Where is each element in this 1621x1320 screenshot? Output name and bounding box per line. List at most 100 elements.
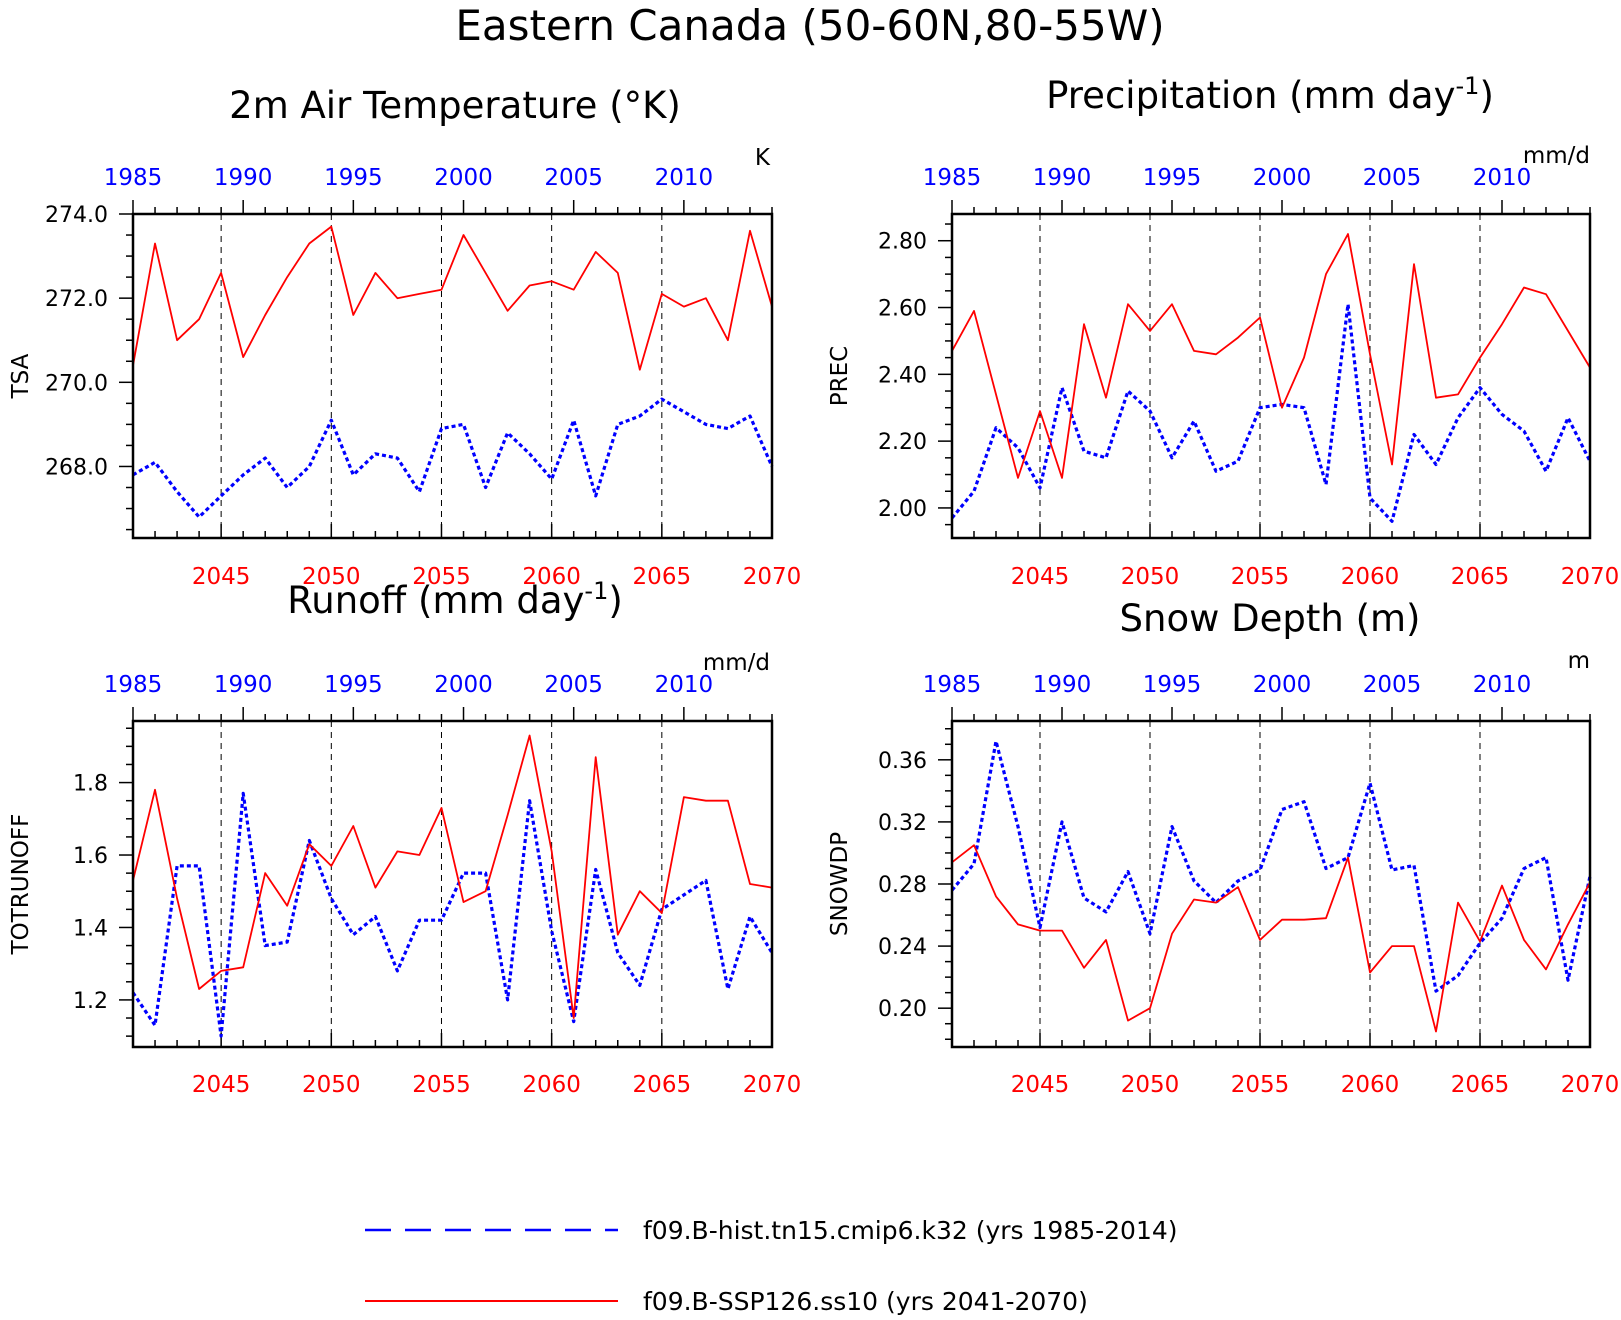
y-tick-label: 2.20 bbox=[878, 430, 927, 455]
x-bottom-tick-label: 2050 bbox=[1121, 564, 1180, 590]
x-top-tick-label: 2005 bbox=[1363, 165, 1422, 191]
x-top-tick-label: 2000 bbox=[1253, 165, 1312, 191]
series-line-hist bbox=[950, 739, 1592, 993]
x-top-tick-label: 1990 bbox=[1033, 672, 1092, 698]
panel-title-end: ) bbox=[1479, 74, 1493, 117]
y-tick-label: 1.4 bbox=[73, 916, 108, 941]
x-bottom-tick-label: 2070 bbox=[1561, 564, 1620, 590]
y-tick-label: 274.0 bbox=[45, 203, 108, 228]
plot-frame bbox=[131, 719, 774, 1049]
series-line-ssp bbox=[951, 233, 1591, 479]
y-axis-label: TSA bbox=[8, 353, 34, 399]
x-top-tick-label: 1985 bbox=[104, 672, 163, 698]
y-axis-label: SNOWDP bbox=[827, 832, 853, 936]
y-axis-label: TOTRUNOFF bbox=[8, 814, 34, 956]
x-top-tick-label: 1985 bbox=[923, 165, 982, 191]
y-tick-label: 1.2 bbox=[73, 989, 108, 1014]
x-top-tick-label: 1990 bbox=[214, 672, 273, 698]
x-bottom-tick-label: 2045 bbox=[1011, 564, 1070, 590]
units-label: K bbox=[755, 145, 771, 171]
plot-frame bbox=[131, 212, 774, 540]
x-top-tick-label: 2010 bbox=[1473, 672, 1532, 698]
x-top-tick-label: 2010 bbox=[655, 165, 714, 191]
panel-title: Snow Depth (m) bbox=[1120, 597, 1421, 640]
x-top-tick-label: 1990 bbox=[214, 165, 273, 191]
x-bottom-tick-label: 2070 bbox=[1561, 1072, 1620, 1098]
x-bottom-tick-label: 2045 bbox=[1011, 1072, 1070, 1098]
figure-title: Eastern Canada (50-60N,80-55W) bbox=[455, 1, 1164, 50]
series-line-hist bbox=[950, 302, 1592, 523]
y-tick-label: 2.60 bbox=[878, 297, 927, 322]
x-top-tick-label: 1995 bbox=[324, 165, 383, 191]
units-label: mm/d bbox=[1523, 143, 1590, 169]
series-line-hist bbox=[131, 791, 774, 1038]
panel-title: Runoff (mm day-1) bbox=[287, 577, 623, 622]
y-tick-label: 0.28 bbox=[878, 873, 927, 898]
x-bottom-tick-label: 2065 bbox=[633, 1072, 692, 1098]
x-bottom-tick-label: 2060 bbox=[1341, 564, 1400, 590]
x-bottom-tick-label: 2045 bbox=[192, 1072, 251, 1098]
plot-frame bbox=[950, 719, 1592, 1049]
y-tick-label: 1.6 bbox=[73, 844, 108, 869]
panel-title: Precipitation (mm day-1) bbox=[1046, 72, 1494, 117]
panel-title: 2m Air Temperature (°K) bbox=[229, 84, 681, 127]
series-line-ssp bbox=[132, 225, 773, 371]
panel-title-end: ) bbox=[608, 579, 622, 622]
y-tick-label: 0.20 bbox=[878, 997, 927, 1022]
x-top-tick-label: 1995 bbox=[1143, 165, 1202, 191]
x-bottom-tick-label: 2050 bbox=[1121, 1072, 1180, 1098]
legend-hist-label: f09.B-hist.tn15.cmip6.k32 (yrs 1985-2014… bbox=[643, 1216, 1178, 1245]
y-tick-label: 0.32 bbox=[878, 811, 927, 836]
plot-frame bbox=[950, 212, 1592, 540]
panel-snow-depth: Snow Depth (m) m SNOWDP 0.20 0.24 0.28 0.32 0.3… bbox=[827, 597, 1619, 1098]
x-top-tick-label: 2010 bbox=[655, 672, 714, 698]
panel-runoff: Runoff (mm day-1) mm/d TOTRUNOFF 1.2 1.4 1.6 1… bbox=[8, 577, 801, 1098]
units-label: m bbox=[1568, 648, 1590, 674]
x-bottom-tick-label: 2055 bbox=[412, 1072, 471, 1098]
legend-ssp-label: f09.B-SSP126.ss10 (yrs 2041-2070) bbox=[643, 1287, 1088, 1316]
panel-title-exponent: -1 bbox=[1456, 72, 1480, 100]
y-tick-label: 2.80 bbox=[878, 230, 927, 255]
x-top-tick-label: 2000 bbox=[434, 165, 493, 191]
units-label: mm/d bbox=[703, 650, 770, 676]
x-top-tick-label: 2000 bbox=[434, 672, 493, 698]
x-bottom-tick-label: 2055 bbox=[1231, 564, 1290, 590]
y-axis-label: PREC bbox=[827, 346, 853, 406]
panel-title-exponent: -1 bbox=[584, 577, 608, 605]
panel-precipitation: Precipitation (mm day-1) mm/d PREC 2.00 2.20… bbox=[827, 72, 1619, 590]
x-bottom-tick-label: 2070 bbox=[743, 1072, 802, 1098]
y-tick-label: 2.40 bbox=[878, 363, 927, 388]
x-bottom-tick-label: 2060 bbox=[522, 1072, 581, 1098]
x-top-tick-label: 2000 bbox=[1253, 672, 1312, 698]
x-top-tick-label: 1995 bbox=[1143, 672, 1202, 698]
series-line-hist bbox=[132, 397, 774, 519]
x-bottom-tick-label: 2070 bbox=[743, 564, 802, 590]
x-bottom-tick-label: 2050 bbox=[302, 564, 361, 590]
x-top-tick-label: 2010 bbox=[1473, 165, 1532, 191]
x-bottom-tick-label: 2055 bbox=[412, 564, 471, 590]
x-bottom-tick-label: 2065 bbox=[1451, 564, 1510, 590]
y-tick-label: 268.0 bbox=[45, 455, 108, 480]
x-bottom-tick-label: 2045 bbox=[192, 564, 251, 590]
x-top-tick-label: 1985 bbox=[104, 165, 163, 191]
x-top-tick-label: 2005 bbox=[544, 672, 603, 698]
x-bottom-tick-label: 2065 bbox=[1451, 1072, 1510, 1098]
x-bottom-tick-label: 2060 bbox=[522, 564, 581, 590]
y-tick-label: 0.24 bbox=[878, 935, 927, 960]
x-bottom-tick-label: 2050 bbox=[302, 1072, 361, 1098]
series-line-ssp bbox=[951, 844, 1591, 1033]
y-tick-label: 2.00 bbox=[878, 497, 927, 522]
panel-temperature: 2m Air Temperature (°K) K TSA 268.0 270.0 272… bbox=[8, 84, 801, 590]
x-top-tick-label: 1995 bbox=[324, 672, 383, 698]
x-top-tick-label: 1985 bbox=[923, 672, 982, 698]
x-top-tick-label: 2005 bbox=[544, 165, 603, 191]
y-tick-label: 1.8 bbox=[73, 772, 108, 797]
x-bottom-tick-label: 2065 bbox=[633, 564, 692, 590]
x-top-tick-label: 2005 bbox=[1363, 672, 1422, 698]
x-bottom-tick-label: 2060 bbox=[1341, 1072, 1400, 1098]
y-tick-label: 272.0 bbox=[45, 287, 108, 312]
y-tick-label: 270.0 bbox=[45, 371, 108, 396]
legend: f09.B-hist.tn15.cmip6.k32 (yrs 1985-2014… bbox=[365, 1216, 1178, 1316]
series-line-ssp bbox=[132, 734, 773, 1019]
